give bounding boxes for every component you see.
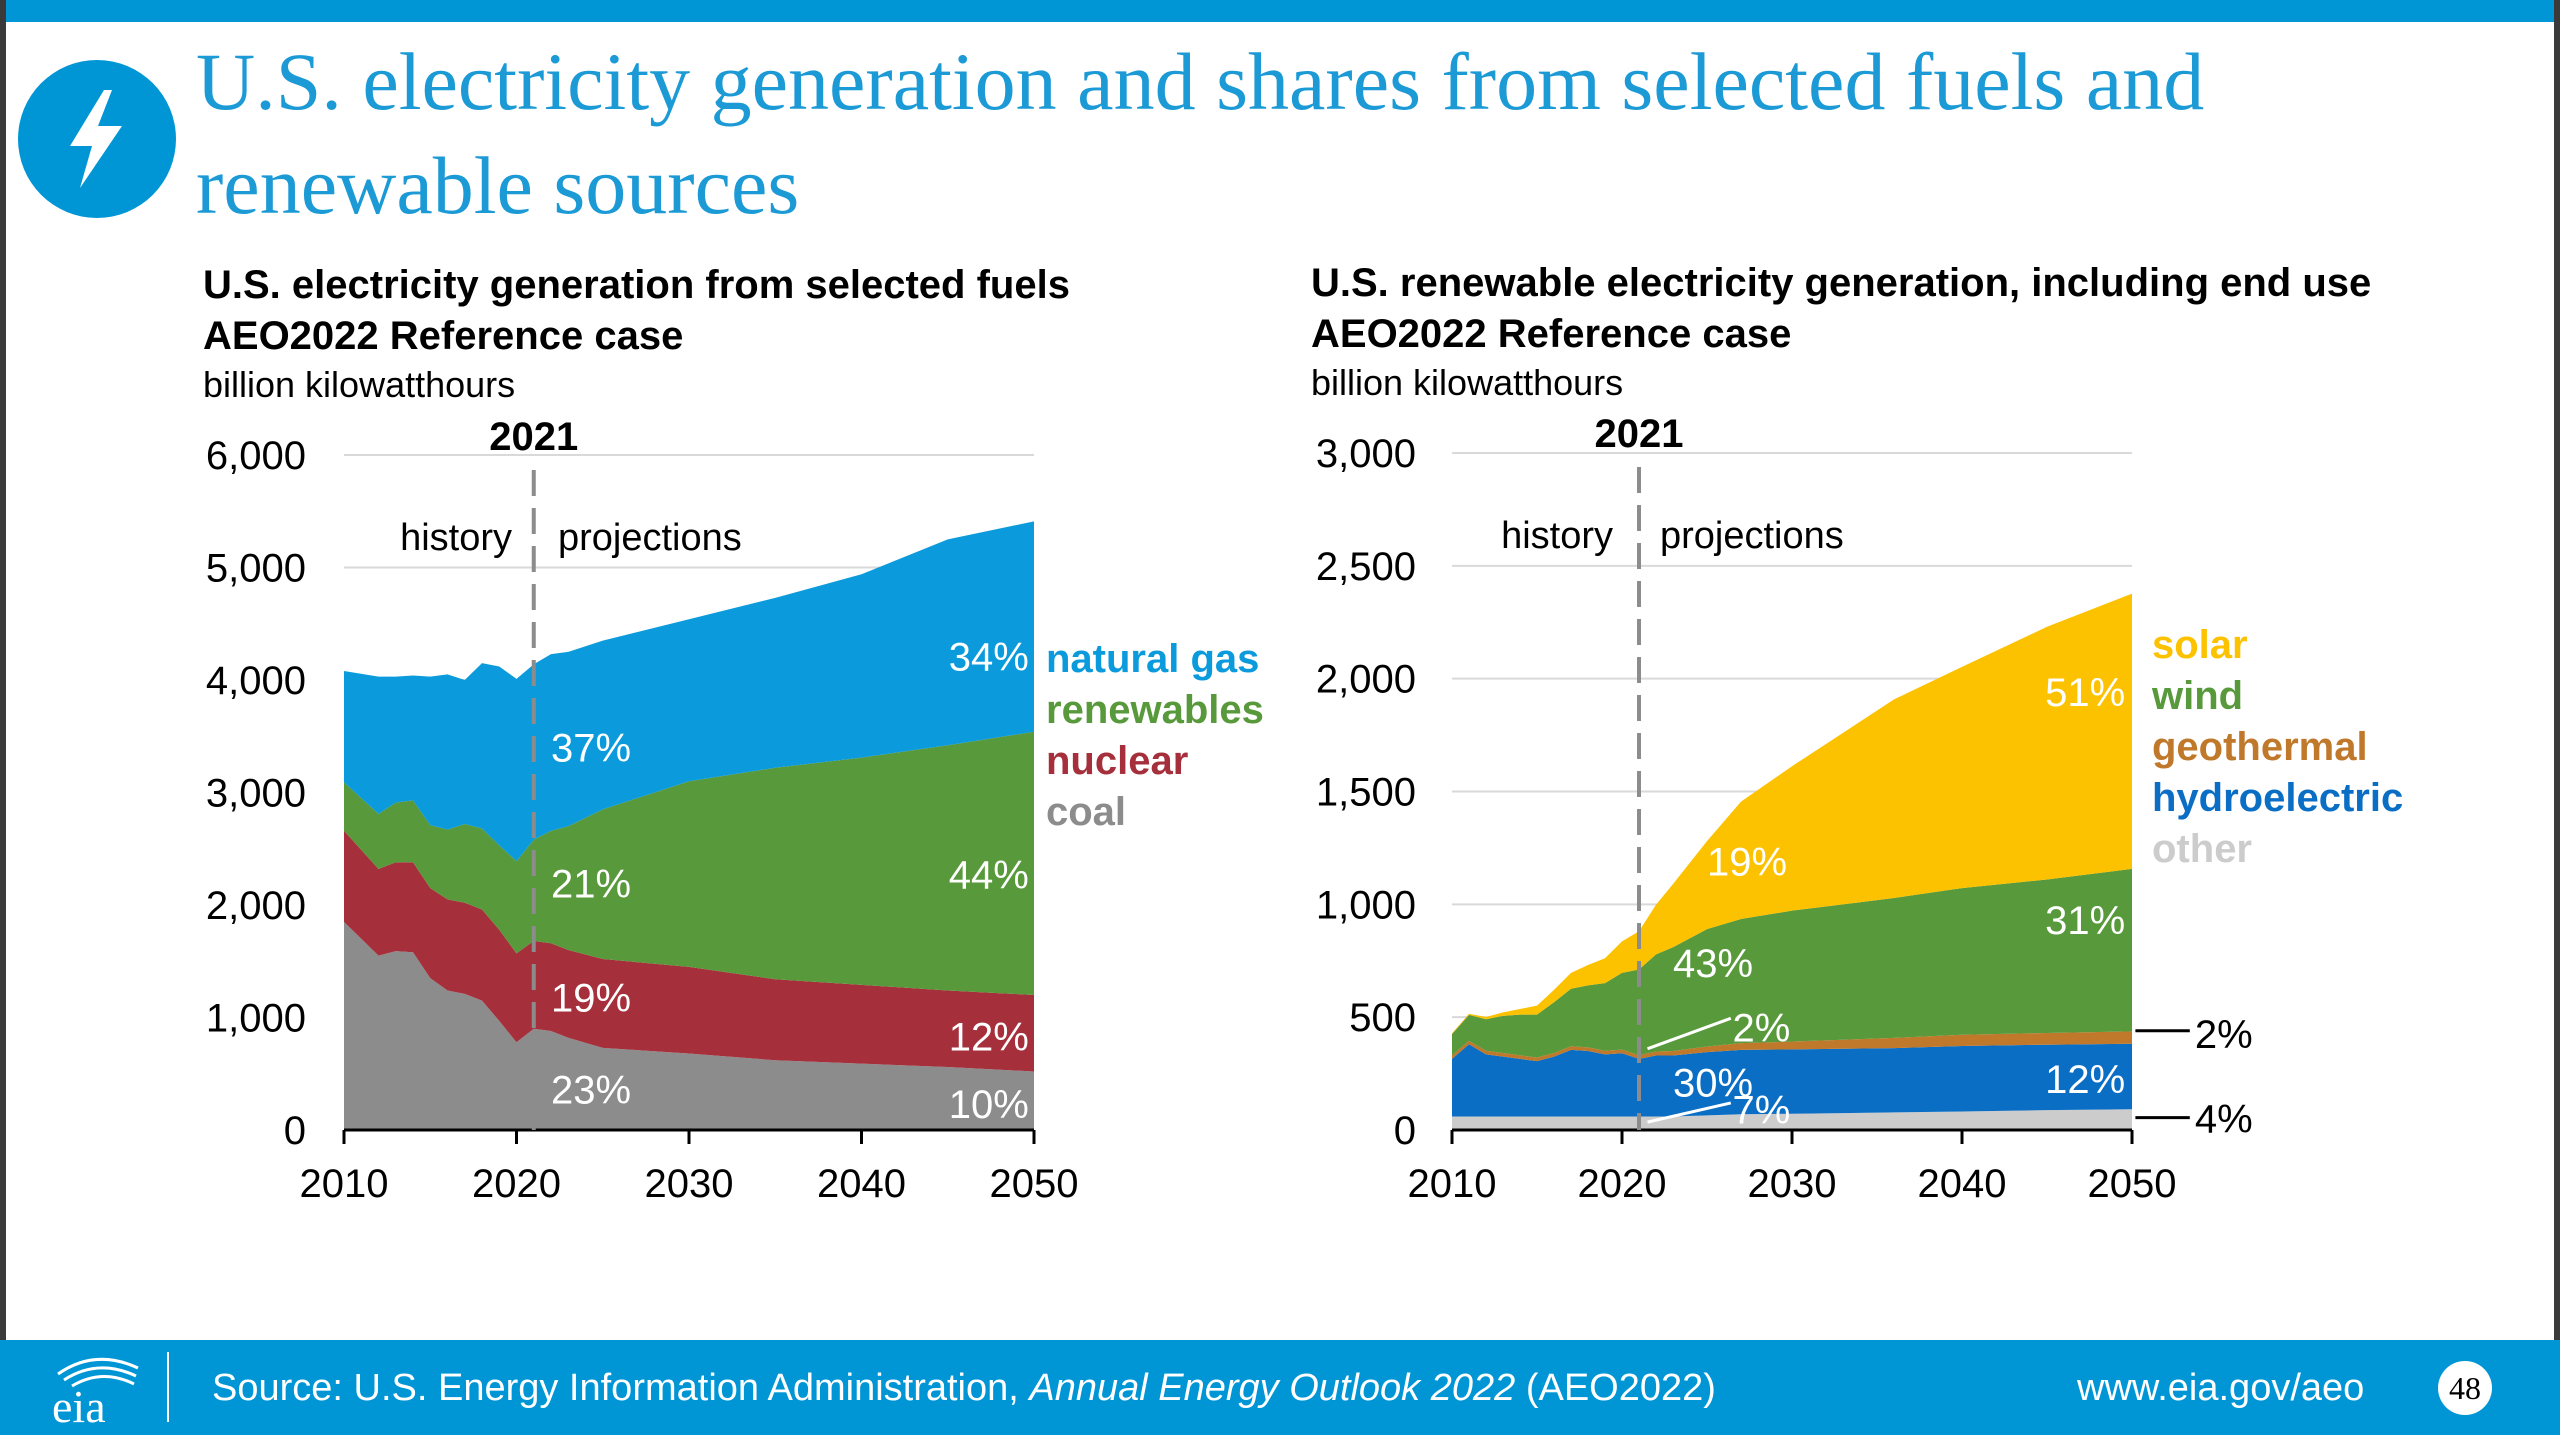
footer-url[interactable]: www.eia.gov/aeo [2077, 1367, 2365, 1409]
renew-y-tick-label: 0 [1394, 1109, 1416, 1153]
fuels-history-label: history [400, 517, 512, 559]
right-chart-unit: billion kilowatthours [1311, 362, 1624, 403]
fuels-area-natural-gas [344, 521, 1034, 862]
fuels-legend-coal: coal [1046, 790, 1126, 834]
fuels-y-tick-label: 4,000 [206, 659, 306, 703]
source-report-title: Annual Energy Outlook 2022 [1029, 1367, 1516, 1409]
renew-legend-other: other [2152, 827, 2252, 871]
fuels-share-label: 23% [551, 1069, 631, 1113]
fuels-area-chart: 0 1,000 2,000 3,000 4,000 5,000 6,000 2010 2020 2… [206, 415, 1264, 1206]
footer-bar [0, 1340, 2560, 1435]
renew-share-label: 31% [2045, 899, 2125, 943]
renew-legend-geothermal: geothermal [2152, 725, 2368, 769]
renew-area-other [1452, 1109, 2132, 1130]
renew-x-tick-label: 2030 [1748, 1162, 1837, 1206]
right-chart-header: U.S. renewable electricity generation, i… [1311, 258, 2371, 406]
renew-history-label: history [1501, 515, 1613, 557]
fuels-y-tick-label: 1,000 [206, 997, 306, 1041]
left-window-edge [0, 0, 6, 1340]
renew-y-tick-label: 1,000 [1316, 883, 1416, 927]
renew-area-geothermal [1452, 1031, 2132, 1062]
right-window-edge [2554, 0, 2560, 1340]
fuels-x-tick-label: 2050 [990, 1162, 1079, 1206]
top-accent-bar [0, 0, 2560, 22]
renew-y-tick-label: 1,500 [1316, 771, 1416, 815]
eia-logo-text: eia [52, 1381, 106, 1430]
renew-area-hydroelectric [1452, 1043, 2132, 1117]
fuels-share-label: 44% [949, 854, 1029, 898]
renew-area-solar [1452, 593, 2132, 1035]
fuels-y-tick-label: 3,000 [206, 772, 306, 816]
fuels-x-tick-label: 2010 [300, 1162, 389, 1206]
source-prefix: Source: U.S. Energy Information Administ… [212, 1367, 1030, 1409]
fuels-share-label: 34% [949, 635, 1029, 679]
fuels-legend-renewables: renewables [1046, 688, 1264, 732]
footer-divider [167, 1352, 169, 1422]
fuels-share-label: 10% [949, 1083, 1029, 1127]
renew-legend-wind: wind [2151, 674, 2243, 718]
fuels-share-label: 12% [949, 1016, 1029, 1060]
renew-x-tick-label: 2020 [1578, 1162, 1667, 1206]
fuels-legend-nuclear: nuclear [1046, 739, 1188, 783]
renew-share-label: 7% [1733, 1089, 1791, 1133]
fuels-area-renewables [344, 731, 1034, 995]
left-chart-header: U.S. electricity generation from selecte… [203, 260, 1070, 408]
renew-x-tick-label: 2010 [1408, 1162, 1497, 1206]
fuels-share-label: 37% [551, 727, 631, 771]
slide-title: U.S. electricity generation and shares f… [196, 36, 2205, 231]
renew-x-tick-label: 2040 [1918, 1162, 2007, 1206]
fuels-y-tick-label: 2,000 [206, 884, 306, 928]
renew-y-tick-label: 2,500 [1316, 545, 1416, 589]
renewables-area-chart: 0 500 1,000 1,500 2,000 2,500 3,000 2010 2020 203… [1316, 412, 2403, 1206]
renew-x-tick-label: 2050 [2088, 1162, 2177, 1206]
right-chart-title: U.S. renewable electricity generation, i… [1311, 261, 2372, 305]
fuels-projections-label: projections [558, 517, 742, 559]
renew-leader-line [1647, 1101, 1732, 1124]
renew-share-label: 51% [2045, 671, 2125, 715]
page-number: 48 [2438, 1361, 2492, 1415]
eia-logo: eia [40, 1346, 150, 1432]
renew-area-wind [1452, 868, 2132, 1058]
renew-divider-year: 2021 [1595, 412, 1684, 456]
fuels-y-tick-label: 0 [284, 1109, 306, 1153]
renew-legend-hydroelectric: hydroelectric [2152, 776, 2403, 820]
renew-leader-line [1646, 1016, 1732, 1051]
left-chart-unit: billion kilowatthours [203, 364, 516, 405]
fuels-divider-year: 2021 [489, 415, 578, 459]
renew-y-tick-label: 3,000 [1316, 432, 1416, 476]
fuels-area-nuclear [344, 830, 1034, 1072]
fuels-x-tick-label: 2040 [817, 1162, 906, 1206]
right-chart-subtitle: AEO2022 Reference case [1311, 312, 1792, 356]
renew-legend-solar: solar [2152, 623, 2248, 667]
left-chart-title: U.S. electricity generation from selecte… [203, 263, 1070, 307]
fuels-y-tick-label: 6,000 [206, 434, 306, 478]
renew-projections-label: projections [1660, 515, 1844, 557]
renew-share-label: 12% [2045, 1058, 2125, 1102]
renew-share-label: 2% [1733, 1006, 1791, 1050]
fuels-x-tick-label: 2020 [472, 1162, 561, 1206]
renew-share-label: 2% [2195, 1013, 2253, 1057]
renew-share-label: 43% [1673, 942, 1753, 986]
left-chart-subtitle: AEO2022 Reference case [203, 314, 684, 358]
lightning-bolt-icon [18, 60, 176, 218]
renew-share-label: 30% [1673, 1062, 1753, 1106]
renew-share-label: 4% [2195, 1098, 2253, 1142]
renew-share-label: 19% [1707, 840, 1787, 884]
fuels-area-coal [344, 921, 1034, 1130]
fuels-x-tick-label: 2030 [645, 1162, 734, 1206]
fuels-y-tick-label: 5,000 [206, 547, 306, 591]
fuels-legend-natural-gas: natural gas [1046, 637, 1259, 681]
renew-y-tick-label: 500 [1349, 996, 1416, 1040]
source-suffix: (AEO2022) [1515, 1367, 1716, 1409]
fuels-share-label: 19% [551, 976, 631, 1020]
renew-y-tick-label: 2,000 [1316, 658, 1416, 702]
footer-source: Source: U.S. Energy Information Administ… [212, 1360, 1716, 1416]
fuels-share-label: 21% [551, 863, 631, 907]
